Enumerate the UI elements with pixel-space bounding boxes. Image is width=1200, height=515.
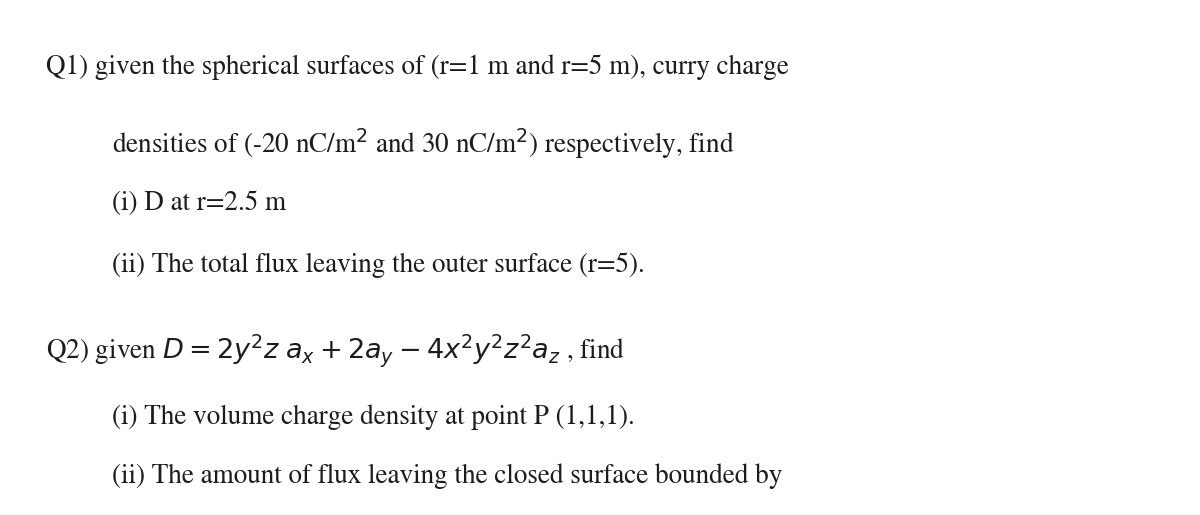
Text: (ii) The total flux leaving the outer surface (r=5).: (ii) The total flux leaving the outer su… bbox=[112, 252, 644, 278]
Text: (i) The volume charge density at point P (1,1,1).: (i) The volume charge density at point P… bbox=[112, 404, 635, 430]
Text: (i) D at r=2.5 m: (i) D at r=2.5 m bbox=[112, 191, 286, 216]
Text: Q1) given the spherical surfaces of (r=1 m and r=5 m), curry charge: Q1) given the spherical surfaces of (r=1… bbox=[46, 54, 788, 80]
Text: (ii) The amount of flux leaving the closed surface bounded by: (ii) The amount of flux leaving the clos… bbox=[112, 464, 782, 489]
Text: Q2) given $D = 2y^2z\; a_x + 2a_y - 4x^2y^2z^2a_z$ , find: Q2) given $D = 2y^2z\; a_x + 2a_y - 4x^2… bbox=[46, 332, 625, 369]
Text: densities of (-20 nC/m$^2$ and 30 nC/m$^2$) respectively, find: densities of (-20 nC/m$^2$ and 30 nC/m$^… bbox=[112, 126, 734, 161]
